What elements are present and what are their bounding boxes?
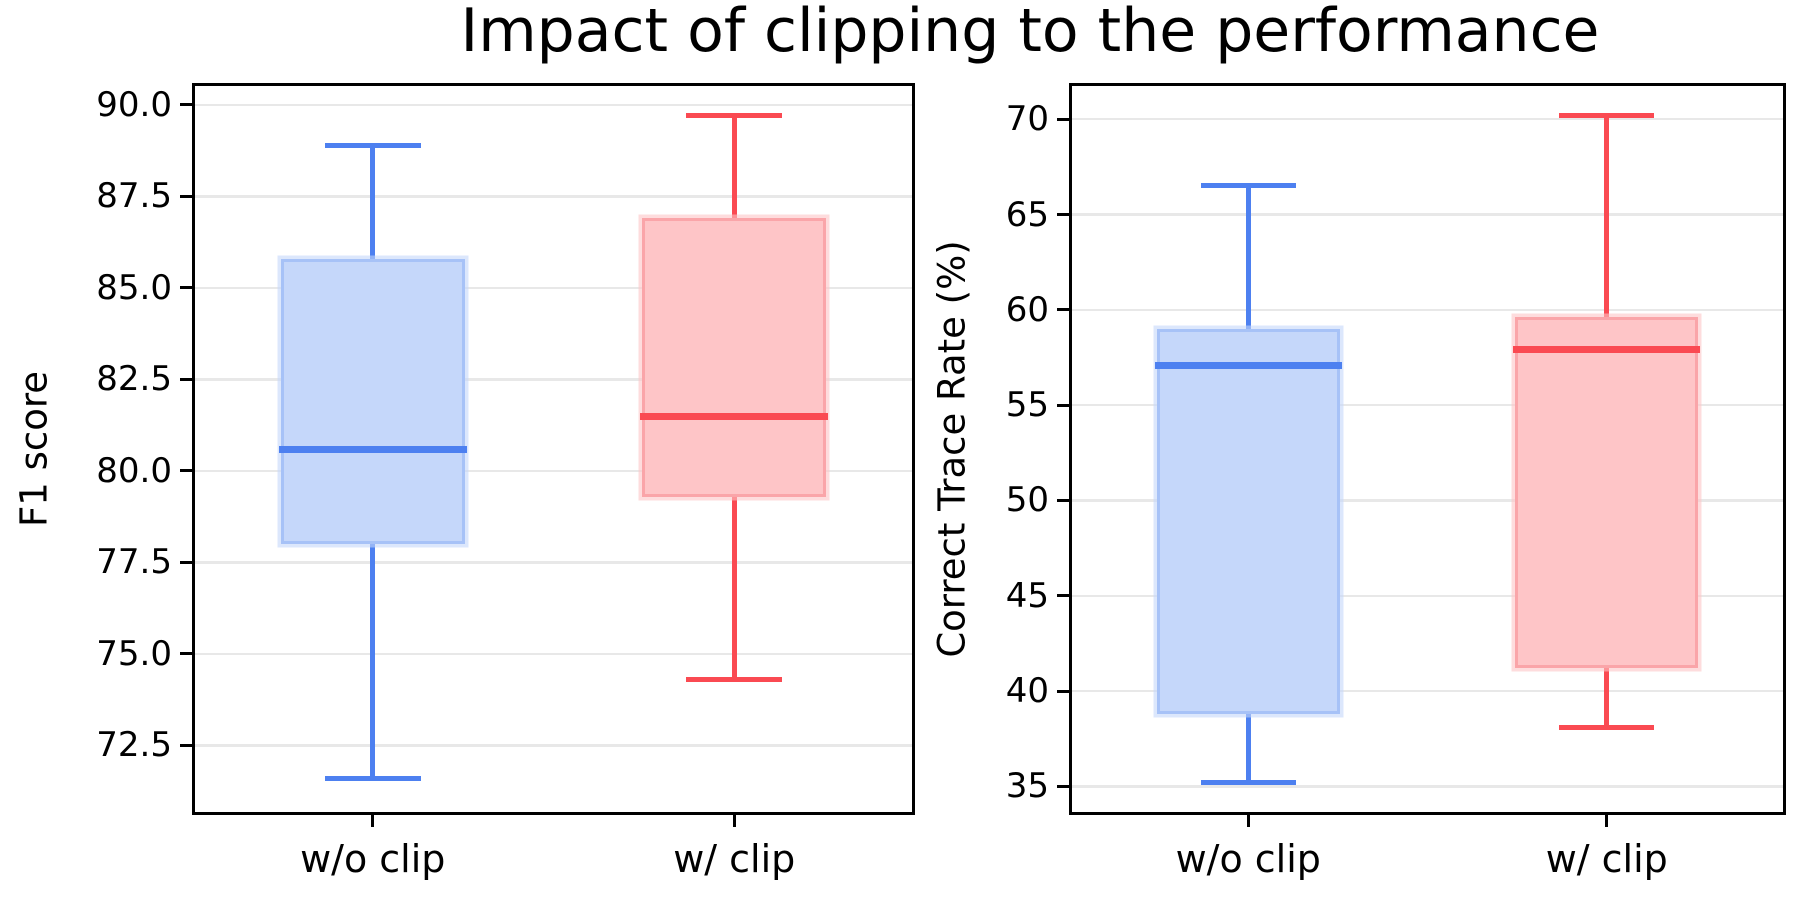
gridline xyxy=(1071,403,1784,407)
y-tick-label: 60 xyxy=(1005,289,1049,330)
y-tick-label: 50 xyxy=(1005,480,1049,521)
x-tick-mark xyxy=(1605,815,1609,827)
gridline xyxy=(1071,594,1784,598)
x-tick-label: w/ clip xyxy=(1545,837,1668,881)
gridline xyxy=(194,378,913,381)
x-tick-mark xyxy=(371,815,375,827)
gridline xyxy=(1071,785,1784,788)
y-tick-mark xyxy=(180,469,192,473)
y-tick-mark xyxy=(180,743,192,747)
x-tick-label: w/ clip xyxy=(673,837,796,881)
y-tick-mark xyxy=(1057,403,1069,407)
gridline xyxy=(194,469,913,473)
gridline xyxy=(194,286,913,290)
y-tick-label: 72.5 xyxy=(96,725,172,766)
y-tick-mark xyxy=(1057,689,1069,693)
whisker-lower-line xyxy=(1245,713,1251,783)
median-line xyxy=(278,445,467,453)
y-tick-label: 70 xyxy=(1005,99,1049,140)
y-tick-mark xyxy=(180,377,192,381)
y-tick-label: 80.0 xyxy=(96,450,172,491)
y-tick-label: 35 xyxy=(1005,766,1049,807)
box xyxy=(1156,328,1340,714)
y-tick-label: 82.5 xyxy=(96,359,172,400)
gridline xyxy=(194,103,913,107)
whisker-lower-line xyxy=(1604,668,1610,728)
box xyxy=(280,258,465,545)
median-line xyxy=(640,412,829,420)
y-tick-label: 90.0 xyxy=(96,84,172,125)
whisker-upper-line xyxy=(370,145,376,259)
y-tick-label: 75.0 xyxy=(96,633,172,674)
median-line xyxy=(1154,361,1342,369)
y-tick-mark xyxy=(1057,498,1069,502)
whisker-lower-line xyxy=(370,544,376,779)
y-tick-label: 87.5 xyxy=(96,176,172,217)
y-tick-mark xyxy=(1057,594,1069,598)
whisker-upper-line xyxy=(1604,115,1610,318)
gridline xyxy=(1071,213,1784,216)
whisker-cap-top xyxy=(1200,183,1296,189)
y-tick-mark xyxy=(180,194,192,198)
x-tick-label: w/o clip xyxy=(1175,837,1321,881)
whisker-lower-line xyxy=(731,496,737,680)
whisker-cap-bottom xyxy=(1200,780,1296,786)
whisker-cap-bottom xyxy=(1559,724,1655,730)
y-tick-mark xyxy=(180,103,192,107)
y-tick-label: 45 xyxy=(1005,575,1049,616)
y-tick-label: 77.5 xyxy=(96,542,172,583)
chart-title: Impact of clipping to the performance xyxy=(460,0,1600,66)
gridline xyxy=(194,652,913,656)
x-tick-mark xyxy=(1246,815,1250,827)
x-tick-label: w/o clip xyxy=(300,837,446,881)
box xyxy=(642,218,827,497)
y-tick-mark xyxy=(1057,308,1069,312)
y-tick-mark xyxy=(180,560,192,564)
gridline xyxy=(1071,117,1784,121)
whisker-cap-bottom xyxy=(686,677,783,683)
f1-plot-frame xyxy=(192,83,915,815)
y-tick-label: 65 xyxy=(1005,194,1049,235)
gridline xyxy=(1071,308,1784,312)
gridline xyxy=(194,195,913,198)
y-tick-mark xyxy=(180,652,192,656)
whisker-cap-top xyxy=(686,113,783,119)
gridline xyxy=(1071,499,1784,502)
y-tick-mark xyxy=(1057,117,1069,121)
median-line xyxy=(1513,346,1701,354)
whisker-cap-top xyxy=(324,142,421,148)
whisker-upper-line xyxy=(1245,185,1251,329)
whisker-cap-bottom xyxy=(324,775,421,781)
whisker-cap-top xyxy=(1559,112,1655,118)
y-tick-label: 40 xyxy=(1005,671,1049,712)
gridline xyxy=(194,744,913,747)
y-tick-mark xyxy=(180,286,192,290)
gridline xyxy=(194,561,913,564)
trace-rate-plot-frame xyxy=(1069,83,1786,815)
y-tick-label: 85.0 xyxy=(96,267,172,308)
gridline xyxy=(1071,689,1784,693)
y-tick-mark xyxy=(1057,784,1069,788)
x-tick-mark xyxy=(732,815,736,827)
y-tick-label: 55 xyxy=(1005,385,1049,426)
whisker-upper-line xyxy=(731,115,737,219)
box xyxy=(1515,317,1699,669)
y-tick-mark xyxy=(1057,213,1069,217)
